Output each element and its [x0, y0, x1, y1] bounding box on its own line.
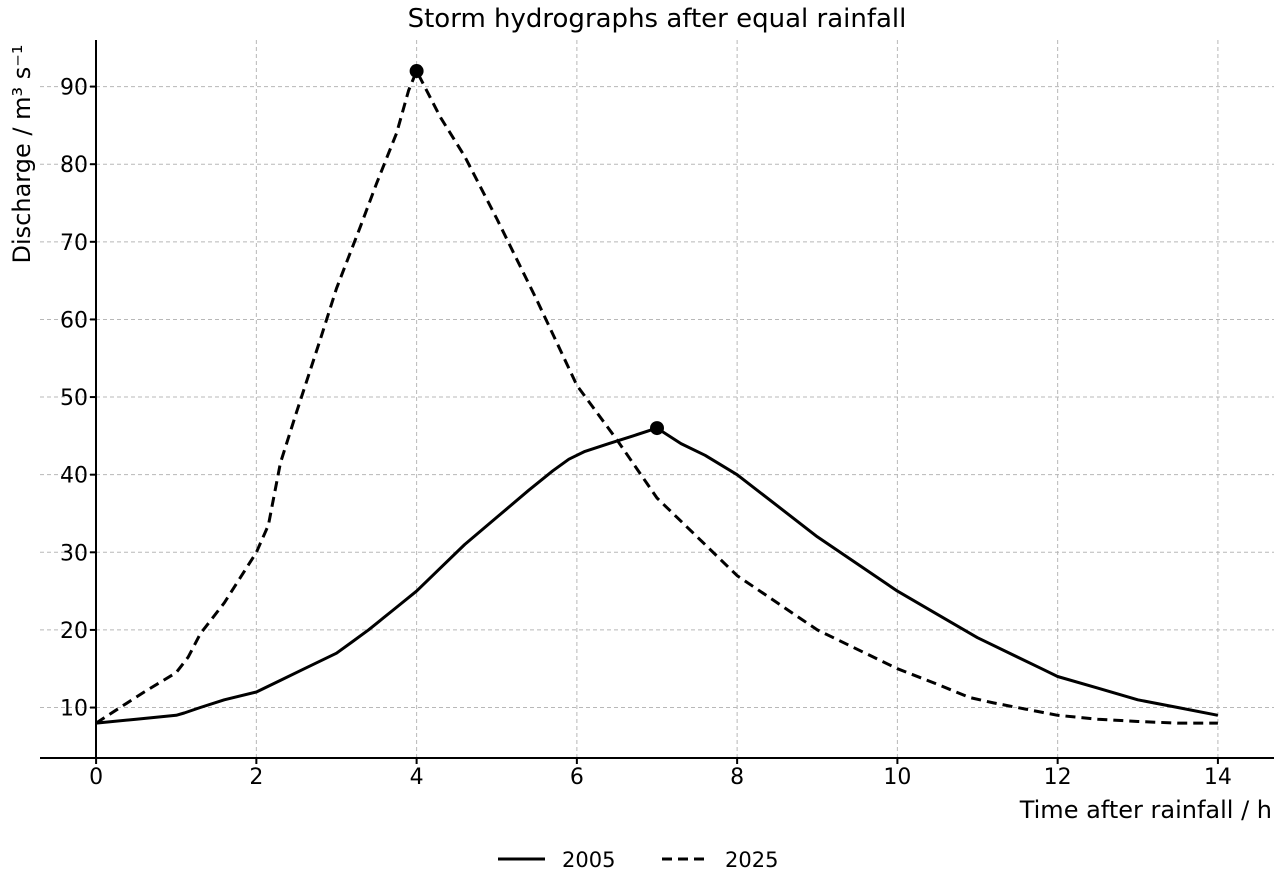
y-tick-label: 20: [60, 619, 88, 644]
y-tick-label: 40: [60, 464, 88, 489]
y-tick-label: 10: [60, 697, 88, 722]
legend: 2005 2025: [498, 848, 778, 872]
series-line-2005: [95, 426, 1219, 725]
axes: [40, 40, 1274, 759]
y-tick-label: 70: [60, 231, 88, 256]
peak-markers: [409, 64, 664, 436]
peak-marker-2025: [409, 64, 424, 79]
x-tick-label: 4: [410, 765, 424, 790]
tick-labels: 0 2 4 6 8 10 12 14 10 20 30 40 50 60 70 80 90: [60, 76, 1232, 790]
y-tick-label: 30: [60, 541, 88, 566]
x-tick-label: 2: [249, 765, 263, 790]
x-tick-label: 0: [89, 765, 103, 790]
y-axis-title: Discharge / m³ s⁻¹: [8, 45, 36, 264]
y-tick-label: 90: [60, 76, 88, 101]
x-tick-label: 10: [883, 765, 911, 790]
y-tick-label: 50: [60, 386, 88, 411]
series-lines: [95, 69, 1219, 725]
peak-marker-2005: [650, 421, 664, 436]
x-tick-label: 14: [1204, 765, 1232, 790]
x-axis-title: Time after rainfall / h: [1019, 796, 1272, 824]
series-line-2025: [95, 69, 1218, 725]
x-tick-label: 8: [730, 765, 744, 790]
legend-item-2025: 2025: [662, 848, 778, 872]
chart-title: Storm hydrographs after equal rainfall: [408, 4, 907, 34]
grid: [40, 40, 1274, 758]
y-tick-label: 60: [60, 308, 88, 333]
legend-label-2005: 2005: [562, 848, 615, 872]
x-tick-label: 6: [570, 765, 584, 790]
legend-item-2005: 2005: [498, 848, 615, 872]
x-tick-label: 12: [1044, 765, 1072, 790]
y-tick-label: 80: [60, 153, 88, 178]
legend-label-2025: 2025: [725, 848, 778, 872]
